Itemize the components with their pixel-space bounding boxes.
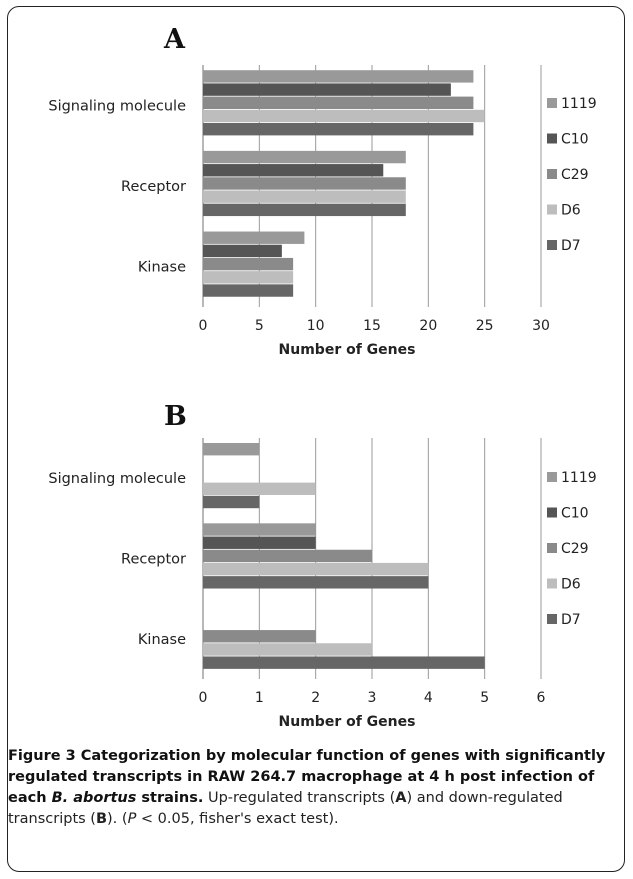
panel-label-a: A xyxy=(164,24,185,55)
bar-a-signaling-molecule-c10 xyxy=(203,83,451,96)
legend-swatch-b-d6 xyxy=(547,578,557,589)
x-tick-label-b-5: 5 xyxy=(480,690,489,706)
legend-swatch-a-d7 xyxy=(547,240,557,250)
x-tick-label-b-6: 6 xyxy=(537,690,546,706)
legend-swatch-a-1119 xyxy=(547,98,557,108)
bar-b-receptor-d7 xyxy=(203,576,429,589)
category-label-a-kinase: Kinase xyxy=(138,260,186,276)
legend-swatch-b-1119 xyxy=(547,472,557,482)
x-tick-label-a-0: 0 xyxy=(199,318,208,334)
bar-b-signaling-molecule-d7 xyxy=(203,495,260,509)
legend-swatch-b-c29 xyxy=(547,543,557,553)
category-label-b-kinase: Kinase xyxy=(138,632,186,648)
x-tick-label-a-4: 20 xyxy=(419,318,437,334)
bar-b-signaling-molecule-d6 xyxy=(203,482,316,495)
bar-a-signaling-molecule-d7 xyxy=(203,123,474,136)
bar-a-kinase-1119 xyxy=(203,231,305,244)
legend-label-b-1119: 1119 xyxy=(561,470,597,486)
x-tick-label-b-2: 2 xyxy=(311,690,320,706)
bar-a-receptor-1119 xyxy=(203,150,406,164)
x-tick-label-b-3: 3 xyxy=(368,690,377,706)
bar-a-receptor-c10 xyxy=(203,164,384,177)
legend-label-b-c29: C29 xyxy=(561,541,589,557)
legend-swatch-a-c29 xyxy=(547,169,557,179)
legend-swatch-a-d6 xyxy=(547,204,557,215)
x-tick-label-a-6: 30 xyxy=(532,318,550,334)
legend-swatch-b-c10 xyxy=(547,507,557,518)
legend-swatch-b-d7 xyxy=(547,614,557,624)
bar-a-kinase-d6 xyxy=(203,271,294,284)
panel-label-b: B xyxy=(164,401,187,432)
category-label-b-signaling-molecule: Signaling molecule xyxy=(48,471,186,487)
bar-a-signaling-molecule-1119 xyxy=(203,70,474,83)
bar-a-receptor-c29 xyxy=(203,177,406,190)
x-tick-label-a-5: 25 xyxy=(476,318,494,334)
legend-label-b-d7: D7 xyxy=(561,612,581,628)
legend-label-a-d6: D6 xyxy=(561,203,581,219)
bar-b-kinase-d6 xyxy=(203,643,372,656)
bar-b-receptor-d6 xyxy=(203,562,429,576)
bar-b-receptor-c10 xyxy=(203,536,316,549)
legend-label-a-c29: C29 xyxy=(561,167,589,183)
bar-a-receptor-d7 xyxy=(203,203,406,217)
bar-b-signaling-molecule-1119 xyxy=(203,443,260,456)
bar-a-kinase-c10 xyxy=(203,244,282,258)
legend-label-b-d6: D6 xyxy=(561,577,581,593)
bar-b-receptor-c29 xyxy=(203,549,372,563)
category-label-a-receptor: Receptor xyxy=(121,179,186,195)
x-tick-label-a-2: 10 xyxy=(307,318,325,334)
bar-a-receptor-d6 xyxy=(203,190,406,203)
x-axis-title-a: Number of Genes xyxy=(279,342,416,358)
legend-label-b-c10: C10 xyxy=(561,506,589,522)
legend-swatch-a-c10 xyxy=(547,133,557,144)
bar-b-kinase-d7 xyxy=(203,656,485,669)
x-tick-label-b-1: 1 xyxy=(255,690,264,706)
caption-body: Up-regulated transcripts (A) and down-re… xyxy=(8,790,563,827)
category-label-a-signaling-molecule: Signaling molecule xyxy=(48,98,186,114)
bar-chart-a: Signaling molecule Receptor Kinase 0 5 10 15 20… xyxy=(48,65,597,358)
legend-label-a-1119: 1119 xyxy=(561,96,597,112)
x-axis-title-b: Number of Genes xyxy=(279,714,416,730)
figure-caption: Figure 3 Categorization by molecular fun… xyxy=(8,746,608,830)
legend-label-a-c10: C10 xyxy=(561,132,589,148)
bar-b-receptor-1119 xyxy=(203,523,316,536)
bar-a-signaling-molecule-d6 xyxy=(203,109,485,123)
x-tick-label-a-1: 5 xyxy=(255,318,264,334)
x-tick-label-b-4: 4 xyxy=(424,690,433,706)
bar-b-kinase-c29 xyxy=(203,630,316,643)
bar-a-kinase-d7 xyxy=(203,284,294,297)
bar-a-signaling-molecule-c29 xyxy=(203,96,474,109)
bar-chart-b: Signaling molecule Receptor Kinase 0 1 2 3 4 5 6 N… xyxy=(48,438,597,730)
category-label-b-receptor: Receptor xyxy=(121,552,186,568)
caption-title: Figure 3 Categorization by molecular fun… xyxy=(8,748,606,806)
bar-a-kinase-c29 xyxy=(203,257,294,271)
x-tick-label-b-0: 0 xyxy=(199,690,208,706)
legend-label-a-d7: D7 xyxy=(561,238,581,254)
x-tick-label-a-3: 15 xyxy=(363,318,381,334)
